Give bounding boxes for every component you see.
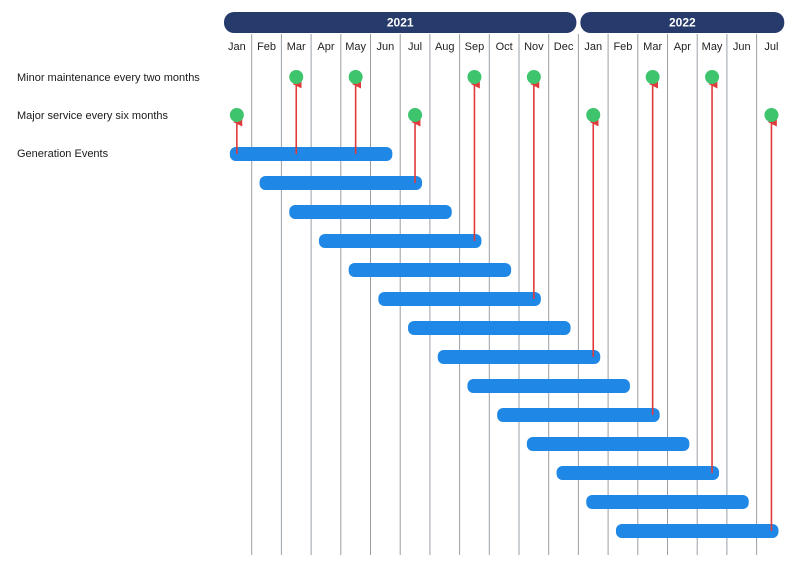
generation-event-bar	[615, 524, 779, 538]
milestone-markers	[229, 70, 779, 122]
month-label: Oct	[496, 41, 513, 53]
minor-maintenance-marker	[705, 70, 720, 84]
generation-event-bar	[556, 466, 720, 480]
minor-maintenance-marker	[289, 70, 304, 84]
generation-event-bar	[497, 408, 660, 422]
generation-event-bar	[467, 379, 630, 393]
month-header: Jan Feb Mar Apr May Jun Jul Aug Sep Oct Nov Dec Jan F…	[228, 41, 779, 53]
generation-event-bar	[259, 176, 423, 190]
minor-maintenance-marker	[348, 70, 363, 84]
generation-event-bar	[318, 234, 482, 248]
minor-maintenance-marker	[526, 70, 541, 84]
year-header: 2021 2022	[224, 12, 785, 33]
month-label: Apr	[317, 41, 334, 53]
row-labels: Minor maintenance every two months Major…	[17, 72, 200, 160]
generation-event-bar	[526, 437, 690, 451]
year-band	[580, 12, 785, 33]
month-label: Feb	[613, 41, 632, 53]
minor-maintenance-marker	[645, 70, 660, 84]
month-label: May	[345, 41, 366, 53]
generation-event-bar	[408, 321, 571, 335]
month-label: Feb	[257, 41, 276, 53]
year-label: 2022	[669, 16, 696, 30]
row-label-major-service: Major service every six months	[17, 110, 168, 122]
major-service-marker	[586, 108, 601, 122]
major-service-marker	[408, 108, 423, 122]
month-label: Jan	[228, 41, 246, 53]
generation-event-bar	[586, 495, 749, 509]
month-label: Sep	[465, 41, 485, 53]
row-label-generation-events: Generation Events	[17, 148, 109, 160]
link-arrows	[233, 79, 777, 531]
month-label: Jan	[584, 41, 602, 53]
generation-event-bars	[229, 147, 779, 538]
generation-event-bar	[348, 263, 512, 277]
month-label: Jul	[408, 41, 422, 53]
minor-maintenance-marker	[467, 70, 482, 84]
year-label: 2021	[387, 16, 414, 30]
row-label-minor-maintenance: Minor maintenance every two months	[17, 72, 200, 84]
month-label: Apr	[674, 41, 691, 53]
month-label: Dec	[554, 41, 574, 53]
generation-event-bar	[229, 147, 393, 161]
month-label: Nov	[524, 41, 544, 53]
major-service-marker	[229, 108, 244, 122]
month-label: Jun	[733, 41, 751, 53]
major-service-marker	[764, 108, 779, 122]
generation-event-bar	[437, 350, 601, 364]
month-label: Mar	[287, 41, 306, 53]
month-label: May	[702, 41, 723, 53]
month-label: Jun	[376, 41, 394, 53]
generation-event-bar	[289, 205, 452, 219]
month-label: Aug	[435, 41, 455, 53]
year-band	[224, 12, 577, 33]
generation-event-bar	[378, 292, 541, 306]
month-label: Jul	[764, 41, 778, 53]
month-label: Mar	[643, 41, 662, 53]
